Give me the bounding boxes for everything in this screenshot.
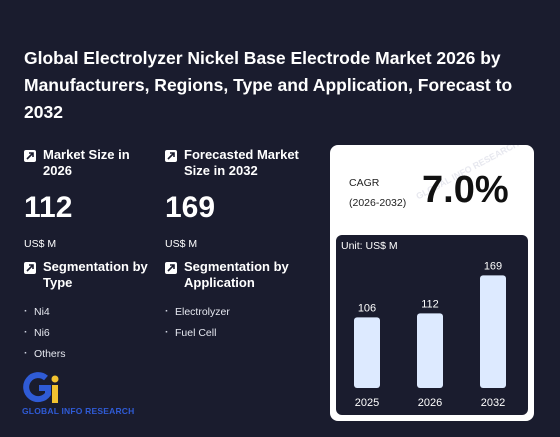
value-label-2025: 106: [358, 302, 376, 314]
cagr-value: 7.0%: [422, 169, 509, 211]
list-item: Others: [24, 343, 154, 365]
cagr-label: CAGR (2026-2032): [349, 173, 406, 213]
trend-arrow-icon: [165, 262, 177, 274]
segmentation-type-block: Segmentation by Type Ni4 Ni6 Others: [24, 259, 154, 365]
segmentation-application-block: Segmentation by Application Electrolyzer…: [165, 259, 315, 344]
logo-mark-icon: [23, 372, 59, 403]
forecast-size-unit: US$ M: [165, 238, 198, 250]
chart-unit-label: Unit: US$ M: [341, 240, 398, 252]
x-tick-label-2026: 2026: [418, 397, 442, 409]
chart-svg: 106 2025 112 2026 169 2032: [354, 260, 506, 409]
company-logo: GLOBAL INFO RESEARCH: [22, 372, 142, 420]
forecast-size-block: Forecasted Market Size in 2032 169 US$ M: [165, 147, 315, 250]
bar-2025: [354, 317, 380, 388]
forecast-size-label: Forecasted Market Size in 2032: [184, 147, 299, 178]
x-tick-label-2032: 2032: [481, 397, 505, 409]
trend-arrow-icon: [24, 262, 36, 274]
list-item: Ni4: [24, 301, 154, 323]
forecast-size-value: 169: [165, 191, 216, 224]
cagr-card: GLOBAL INFO RESEARCH CAGR (2026-2032) 7.…: [330, 145, 534, 421]
segmentation-application-label: Segmentation by Application: [184, 259, 289, 290]
bar-2026: [417, 313, 443, 388]
market-size-value: 112: [24, 191, 73, 224]
segmentation-type-label: Segmentation by Type: [43, 259, 148, 290]
bar-2032: [480, 275, 506, 388]
cagr-label-line2: (2026-2032): [349, 197, 407, 209]
application-list: Electrolyzer Fuel Cell: [165, 301, 315, 344]
market-size-unit: US$ M: [24, 238, 57, 250]
market-size-block: Market Size in 2026 112 US$ M: [24, 147, 154, 250]
value-label-2032: 169: [484, 260, 502, 272]
trend-arrow-icon: [165, 150, 177, 162]
type-list: Ni4 Ni6 Others: [24, 301, 154, 365]
logo-text: GLOBAL INFO RESEARCH: [22, 406, 135, 416]
value-label-2026: 112: [421, 298, 439, 310]
market-size-label: Market Size in 2026: [43, 147, 130, 178]
list-item: Ni6: [24, 322, 154, 344]
cagr-label-line1: CAGR: [349, 177, 380, 189]
x-tick-label-2025: 2025: [355, 397, 379, 409]
list-item: Electrolyzer: [165, 301, 315, 323]
page-title: Global Electrolyzer Nickel Base Electrod…: [24, 48, 513, 122]
bar-chart: Unit: US$ M 106 2025 112 2026 169 2032: [336, 235, 528, 415]
list-item: Fuel Cell: [165, 322, 315, 344]
trend-arrow-icon: [24, 150, 36, 162]
